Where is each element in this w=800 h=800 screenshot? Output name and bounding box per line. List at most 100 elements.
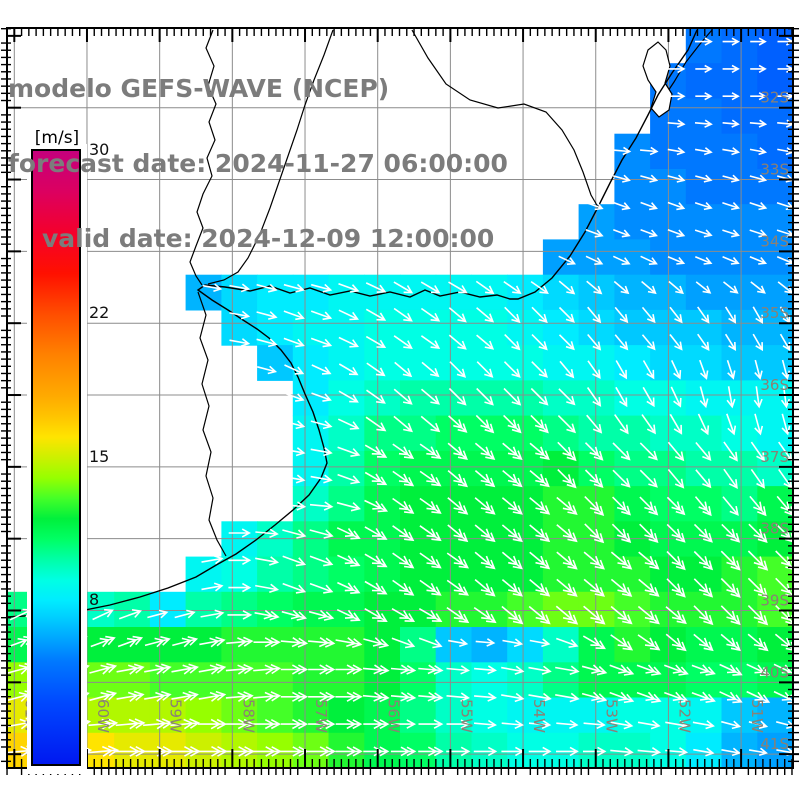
wind-arrow [695,441,712,461]
wind-arrow [310,310,333,321]
wind-arrow [419,497,442,514]
wind-arrow [583,578,605,597]
wind-arrow [638,551,660,570]
wind-arrow [637,634,661,651]
wind-arrow [255,556,280,566]
wind-arrow [144,690,172,702]
wind-arrow [610,605,633,625]
wind-arrow [364,471,388,486]
wind-arrow [721,747,741,757]
colorbar-tick-label: 8 [89,589,100,609]
wind-arrow [504,334,521,351]
wind-arrow [116,663,145,675]
colorbar-tick-label: 30 [89,140,110,159]
wind-arrow [640,229,658,238]
wind-arrow [720,605,741,626]
wind-arrow [750,441,765,462]
lat-label: 41S [760,735,789,753]
wind-arrow [614,334,629,351]
wind-arrow [255,528,279,539]
wind-arrow [749,147,768,156]
wind-arrow [667,92,686,101]
wind-arrow [283,474,306,484]
river-line [189,29,217,286]
wind-arrow [724,333,737,352]
wind-arrow [337,473,361,485]
wind-arrow [501,605,524,625]
wind-arrow [529,578,551,597]
wind-arrow [503,387,522,406]
wind-arrow [528,746,552,757]
forecast-date: forecast date: 2024-11-27 06:00:00 [8,149,508,178]
wind-arrow [394,361,413,378]
wind-arrow [308,637,336,648]
wind-arrow [201,582,224,592]
wind-arrow [419,579,442,596]
wind-arrow [365,308,387,321]
wind-arrow [720,633,741,652]
wind-arrow [476,361,494,378]
wind-arrow [639,469,658,488]
wind-arrow [746,690,771,704]
wind-arrow [473,606,497,624]
wind-arrow [311,364,332,375]
wind-arrow [609,664,635,676]
wind-arrow [252,746,282,757]
wind-arrow [694,147,713,156]
wind-arrow [586,280,603,295]
wind-arrow [528,719,552,730]
wind-arrow [556,746,579,757]
wind-arrow [280,746,309,757]
wind-arrow [556,637,579,648]
wind-arrow [362,664,390,675]
wind-arrow [665,720,688,730]
wind-arrow [503,414,522,434]
wind-arrow [284,364,305,375]
wind-arrow [147,609,169,619]
wind-arrow [310,420,333,430]
wind-arrow [529,497,551,515]
wind-arrow [256,338,278,348]
wind-arrow [529,551,551,570]
wind-arrow [336,608,361,622]
wind-arrow [475,414,495,434]
wind-arrow [338,283,360,293]
wind-arrow [695,469,712,489]
lon-label: 51W [748,699,766,733]
wind-arrow [283,337,305,348]
wind-arrow [335,746,363,757]
wind-arrow [722,119,740,128]
wind-arrow [777,281,793,294]
wind-arrow [390,691,417,703]
wind-arrow [531,334,548,351]
wind-arrow [366,389,386,404]
wind-arrow [335,664,363,675]
wind-arrow [641,306,656,324]
lon-label: 58W [239,699,257,733]
wind-arrow [528,665,552,675]
wind-arrow [364,526,388,540]
wind-arrow [475,638,496,647]
wind-arrow [391,608,416,623]
wind-arrow [336,527,361,540]
wind-arrow [556,719,579,730]
wind-arrow [225,663,254,675]
wind-arrow [392,525,415,542]
lon-label: 54W [530,699,548,733]
wind-arrow [583,551,605,570]
lon-label: 60W [94,699,112,733]
wind-arrow [613,280,630,295]
colorbar-unit-label: [m/s] [34,128,80,148]
wind-arrow [364,553,388,568]
wind-arrow [336,501,362,512]
wind-arrow [365,282,387,293]
wind-arrow [585,201,604,211]
wind-arrow [558,280,576,295]
wind-arrow [501,497,523,515]
wind-arrow [694,229,713,238]
wind-arrow [613,201,631,211]
wind-arrow [419,525,442,542]
wind-arrow [611,523,632,543]
wind-arrow [583,719,606,730]
